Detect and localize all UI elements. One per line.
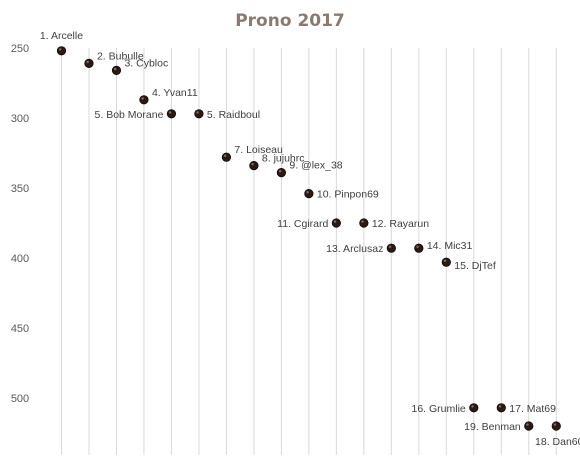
data-point (194, 109, 204, 119)
data-point-highlight (333, 220, 337, 223)
point-label: 3. Cybloc (124, 57, 168, 69)
data-point-highlight (526, 423, 529, 426)
data-point-highlight (443, 259, 447, 262)
data-point-highlight (498, 405, 502, 408)
data-point (111, 65, 122, 75)
data-point-highlight (471, 405, 474, 408)
data-points (56, 46, 561, 431)
point-label: 17. Mat69 (509, 403, 556, 415)
data-point (84, 58, 94, 69)
point-label: 2. Bubulle (97, 50, 144, 62)
data-point-highlight (58, 48, 62, 51)
point-label: 10. Pinpon69 (317, 189, 379, 201)
data-point-highlight (306, 191, 309, 194)
data-point (441, 257, 451, 267)
data-point-highlight (388, 245, 392, 248)
point-label: 12. Rayarun (372, 218, 429, 230)
data-point (359, 218, 369, 228)
data-point (414, 243, 424, 253)
data-point (331, 218, 341, 228)
y-tick-label: 450 (11, 323, 29, 335)
data-point (249, 161, 259, 171)
point-label: 5. Bob Morane (95, 109, 164, 121)
data-point (139, 95, 149, 105)
data-point-highlight (278, 170, 282, 173)
point-label: 8. jujuhrc (262, 153, 305, 165)
y-tick-label: 500 (11, 393, 29, 405)
y-tick-label: 250 (11, 43, 29, 55)
point-label: 13. Arclusaz (326, 243, 383, 255)
y-axis-ticks: 250 300 350 400 450 500 (11, 43, 29, 405)
data-point-highlight (168, 111, 172, 114)
data-point-highlight (251, 163, 254, 166)
data-point (386, 243, 396, 253)
data-point-highlight (223, 154, 227, 157)
point-label: 7. Loiseau (234, 144, 283, 156)
point-label: 18. Dan60 (535, 436, 580, 448)
point-label: 15. DjTef (454, 260, 496, 272)
data-point-highlight (86, 60, 89, 64)
data-point (524, 421, 534, 431)
data-point (221, 152, 232, 162)
data-point (469, 403, 479, 413)
data-point (496, 403, 506, 413)
data-point (166, 109, 177, 119)
chart-title: Prono 2017 (235, 11, 345, 31)
data-point-highlight (141, 97, 144, 100)
data-point-highlight (196, 111, 199, 114)
data-point-highlight (553, 423, 557, 426)
data-point (304, 189, 314, 199)
data-point-highlight (113, 67, 117, 71)
point-label: 4. Yvan11 (152, 87, 198, 99)
data-point (551, 421, 561, 431)
point-label: 14. Mic31 (427, 240, 473, 252)
point-label: 1. Arcelle (40, 30, 83, 42)
point-label: 11. Cgirard (277, 218, 328, 230)
y-tick-label: 300 (11, 113, 29, 125)
point-label: 16. Grumlie (412, 403, 466, 415)
data-point-highlight (416, 245, 419, 248)
point-label: 19. Benman (464, 421, 521, 433)
point-label: 9. @lex_38 (289, 160, 342, 172)
data-point-highlight (361, 220, 364, 223)
point-label: 5. Raidboul (207, 109, 260, 121)
data-point (276, 168, 286, 178)
y-tick-label: 400 (11, 253, 29, 265)
y-tick-label: 350 (11, 183, 29, 195)
data-point (56, 46, 67, 56)
